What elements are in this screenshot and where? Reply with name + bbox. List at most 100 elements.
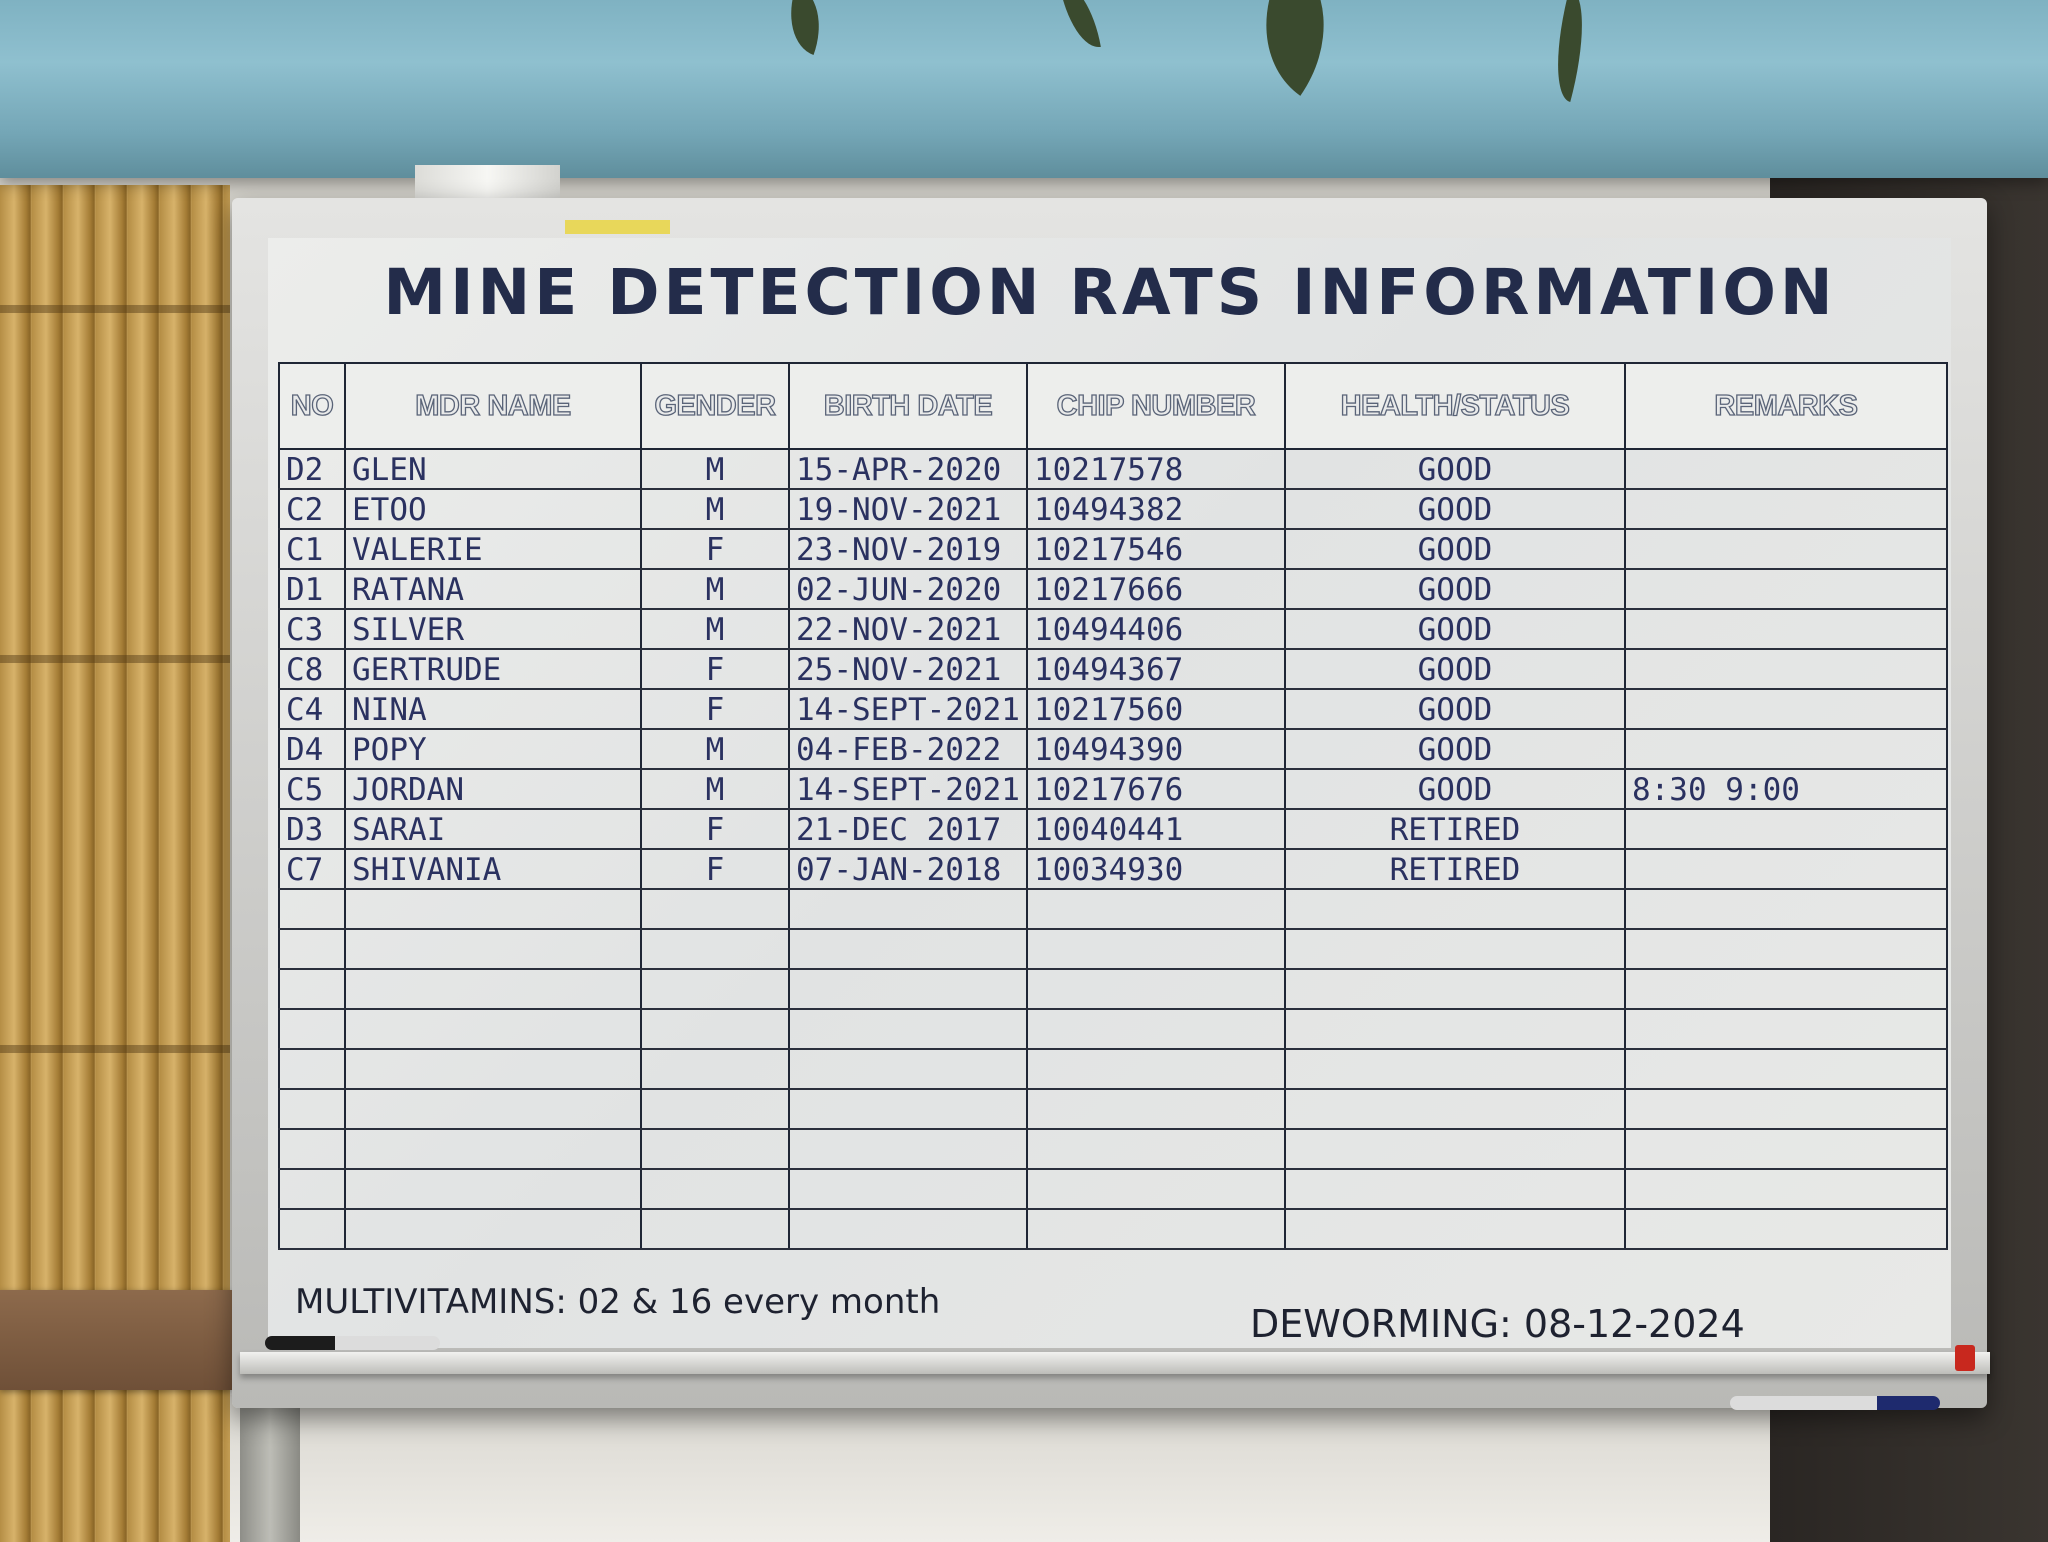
empty-table-row — [278, 1009, 1948, 1050]
cell-remarks — [1623, 849, 1948, 890]
cell-name — [344, 929, 642, 970]
col-header-name: MDR NAME — [344, 362, 642, 450]
board-sticker — [565, 220, 670, 234]
lower-wall — [230, 1395, 1770, 1542]
bamboo-node — [0, 655, 230, 663]
cell-remarks — [1623, 1009, 1948, 1050]
cell-birth-date: 02-JUN-2020 — [788, 569, 1028, 610]
cell-gender: M — [640, 449, 790, 490]
cell-birth-date: 14-SEPT-2021 — [788, 689, 1028, 730]
cell-chip-number — [1025, 1089, 1286, 1130]
table-row: C7 SHIVANIA F 07-JAN-2018 10034930 RETIRED — [278, 849, 1948, 890]
cell-chip-number — [1025, 1169, 1286, 1210]
cell-health-status: RETIRED — [1283, 809, 1626, 850]
cell-birth-date — [788, 969, 1028, 1010]
cell-gender — [640, 1049, 790, 1090]
table-row: C2 ETOO M 19-NOV-2021 10494382 GOOD — [278, 489, 1948, 530]
cell-gender — [640, 969, 790, 1010]
cell-chip-number — [1025, 929, 1286, 970]
cell-remarks — [1623, 1049, 1948, 1090]
cell-name: RATANA — [344, 569, 642, 610]
cell-name — [344, 1009, 642, 1050]
cell-health-status: GOOD — [1283, 769, 1626, 810]
cell-name: SILVER — [344, 609, 642, 650]
cell-no — [278, 929, 346, 970]
cell-no — [278, 1009, 346, 1050]
bamboo-node — [0, 1045, 230, 1053]
overhead-pipe — [0, 0, 2048, 178]
cell-name: GLEN — [344, 449, 642, 490]
cell-name — [344, 889, 642, 930]
cell-chip-number: 10040441 — [1025, 809, 1286, 850]
empty-table-row — [278, 889, 1948, 930]
cell-gender: F — [640, 689, 790, 730]
cell-chip-number — [1025, 1209, 1286, 1250]
table-row: C5 JORDAN M 14-SEPT-2021 10217676 GOOD 8:30 9:… — [278, 769, 1948, 810]
cell-birth-date — [788, 1009, 1028, 1050]
cell-chip-number: 10494367 — [1025, 649, 1286, 690]
cell-gender: M — [640, 609, 790, 650]
cell-gender: F — [640, 849, 790, 890]
col-header-birth-date: BIRTH DATE — [788, 362, 1028, 450]
cell-health-status: GOOD — [1283, 729, 1626, 770]
cell-chip-number — [1025, 1129, 1286, 1170]
cell-gender: F — [640, 809, 790, 850]
blue-marker — [1730, 1396, 1940, 1410]
cell-health-status: GOOD — [1283, 649, 1626, 690]
cell-chip-number: 10217666 — [1025, 569, 1286, 610]
cell-no: C1 — [278, 529, 346, 570]
cell-birth-date — [788, 1089, 1028, 1130]
cell-remarks — [1623, 729, 1948, 770]
multivitamins-note: MULTIVITAMINS: 02 & 16 every month — [295, 1282, 941, 1322]
cell-chip-number — [1025, 1049, 1286, 1090]
cell-remarks — [1623, 689, 1948, 730]
empty-table-row — [278, 1169, 1948, 1210]
cell-chip-number: 10217560 — [1025, 689, 1286, 730]
cell-name — [344, 1129, 642, 1170]
board-title: MINE DETECTION RATS INFORMATION — [383, 256, 1837, 329]
table-row: D2 GLEN M 15-APR-2020 10217578 GOOD — [278, 449, 1948, 490]
cell-birth-date — [788, 889, 1028, 930]
cell-chip-number: 10217546 — [1025, 529, 1286, 570]
cell-chip-number — [1025, 889, 1286, 930]
cell-gender: M — [640, 769, 790, 810]
col-header-gender: GENDER — [640, 362, 790, 450]
deworming-note: DEWORMING: 08-12-2024 — [1250, 1302, 1745, 1346]
cell-health-status: GOOD — [1283, 689, 1626, 730]
cell-remarks — [1623, 809, 1948, 850]
cell-health-status — [1283, 969, 1626, 1010]
cell-no: D3 — [278, 809, 346, 850]
cell-remarks — [1623, 1209, 1948, 1250]
table-row: C1 VALERIE F 23-NOV-2019 10217546 GOOD — [278, 529, 1948, 570]
cell-remarks — [1623, 1089, 1948, 1130]
cell-name: VALERIE — [344, 529, 642, 570]
cell-remarks — [1623, 489, 1948, 530]
cell-chip-number: 10034930 — [1025, 849, 1286, 890]
cell-birth-date: 21-DEC 2017 — [788, 809, 1028, 850]
cell-name — [344, 1169, 642, 1210]
cell-health-status — [1283, 889, 1626, 930]
col-header-chip-number: CHIP NUMBER — [1025, 362, 1286, 450]
cell-chip-number — [1025, 1009, 1286, 1050]
cell-gender — [640, 1089, 790, 1130]
cell-remarks — [1623, 449, 1948, 490]
cell-birth-date: 25-NOV-2021 — [788, 649, 1028, 690]
cell-health-status — [1283, 1169, 1626, 1210]
cell-name: JORDAN — [344, 769, 642, 810]
cell-gender: M — [640, 569, 790, 610]
cell-health-status — [1283, 1009, 1626, 1050]
cell-name — [344, 1089, 642, 1130]
cell-birth-date: 15-APR-2020 — [788, 449, 1028, 490]
cell-birth-date: 07-JAN-2018 — [788, 849, 1028, 890]
col-header-health-status: HEALTH/STATUS — [1283, 362, 1626, 450]
cell-no: C3 — [278, 609, 346, 650]
cell-name: ETOO — [344, 489, 642, 530]
cell-health-status: GOOD — [1283, 569, 1626, 610]
empty-table-row — [278, 1209, 1948, 1250]
cell-name — [344, 1049, 642, 1090]
cell-name: GERTRUDE — [344, 649, 642, 690]
cell-health-status: GOOD — [1283, 449, 1626, 490]
cell-birth-date — [788, 1169, 1028, 1210]
cell-chip-number: 10494406 — [1025, 609, 1286, 650]
empty-table-row — [278, 969, 1948, 1010]
